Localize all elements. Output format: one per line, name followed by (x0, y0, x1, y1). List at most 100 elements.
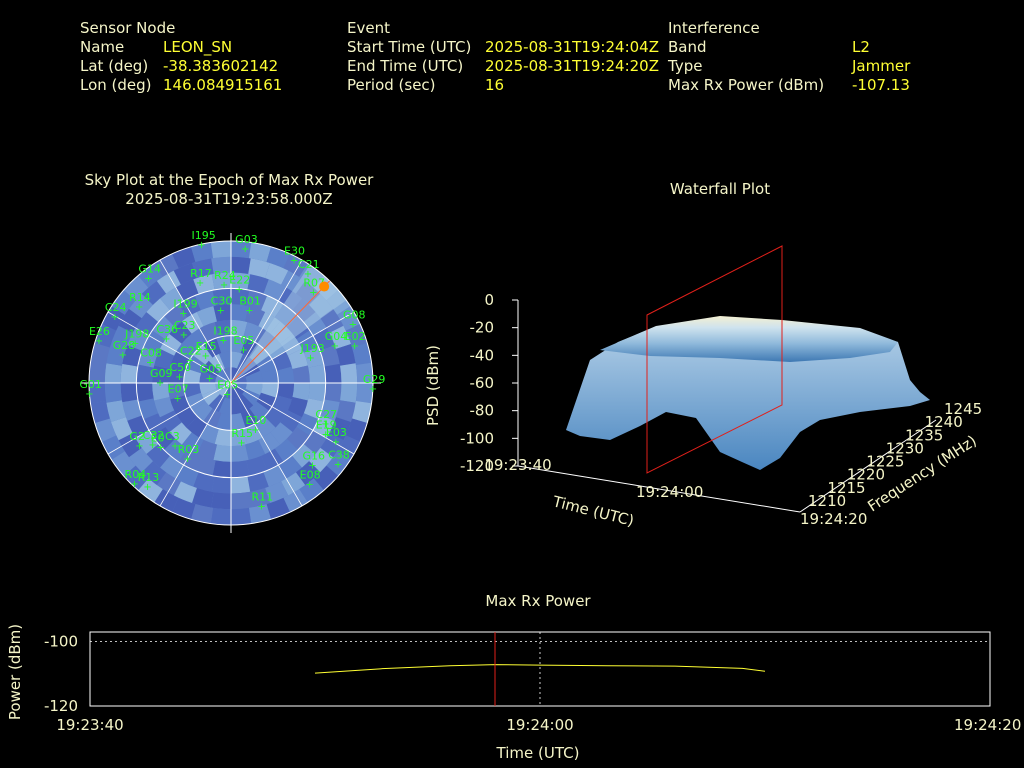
event-end-value: 2025-08-31T19:24:20Z (485, 57, 659, 75)
skyplot-cell (340, 383, 358, 403)
satellite-marker: + (131, 338, 139, 349)
skyplot-cell (286, 426, 310, 450)
skyplot-cell (122, 345, 143, 367)
skyplot-cell (127, 327, 150, 351)
skyplot-subtitle: 2025-08-31T19:23:58.000Z (125, 190, 333, 208)
skyplot-cell (152, 383, 170, 401)
skyplot-cell (156, 472, 181, 496)
skyplot-cell (336, 400, 356, 423)
waterfall-time-marker (646, 245, 783, 474)
satellite-label: E05 (217, 378, 238, 391)
sensor-name-value: LEON_SN (163, 38, 233, 56)
satellite-marker: + (219, 335, 227, 346)
skyplot-cell (181, 311, 204, 334)
skyplot-cell (266, 497, 290, 520)
skyplot-cell (199, 322, 219, 343)
skyplot-chart: +I195+G03+E30+G14+R17+R24+E22 +C21+R07+R1… (79, 229, 385, 533)
satellite-marker: + (119, 350, 127, 361)
sensor-name-label: Name (80, 38, 125, 56)
satellite-label: G2 (129, 430, 145, 443)
satellite-label: G14 (138, 262, 161, 275)
skyplot-cell (191, 258, 214, 278)
waterfall-xlabel: Time (UTC) (550, 492, 636, 530)
skyplot-cell (265, 262, 289, 285)
skyplot-cell (345, 418, 368, 442)
skyplot-cell (231, 460, 250, 478)
skyplot-cell (183, 368, 201, 383)
skyplot-cell (120, 363, 138, 383)
maxrx-y-tick-label: -100 (44, 633, 78, 651)
skyplot-cell (261, 383, 279, 398)
skyplot-cell (271, 351, 292, 371)
skyplot-cell (355, 362, 373, 383)
skyplot-cell (118, 433, 142, 458)
satellite-label: E30 (284, 244, 305, 257)
skyplot-cell (136, 383, 154, 402)
skyplot-cell (292, 383, 310, 401)
skyplot-cell (94, 418, 117, 442)
interference-power-label: Max Rx Power (dBm) (668, 76, 825, 94)
skyplot-cell (265, 481, 289, 504)
satellite-marker: + (201, 351, 209, 362)
satellite-label: G03 (235, 233, 258, 246)
skyplot-cell (128, 293, 153, 319)
satellite-marker: + (305, 480, 313, 491)
skyplot-cell (138, 263, 163, 288)
skyplot-cell (248, 488, 271, 508)
skyplot-jammer-marker (319, 281, 330, 292)
satellite-marker: + (309, 288, 317, 299)
skyplot-cell (89, 383, 107, 404)
skyplot-cell (320, 308, 344, 333)
satellite-label: G08 (343, 309, 366, 322)
skyplot-cell (243, 322, 263, 343)
skyplot-satellites: +I195+G03+E30+G14+R17+R24+E22 +C21+R07+R1… (79, 229, 385, 512)
satellite-marker: + (135, 302, 143, 313)
satellite-marker: + (180, 330, 188, 341)
skyplot-cell (122, 399, 143, 421)
skyplot-cell (312, 327, 335, 351)
skyplot-cell (280, 410, 303, 433)
satellite-marker: + (306, 353, 314, 364)
satellite-marker: + (235, 285, 243, 296)
skyplot-cell (326, 451, 351, 476)
skyplot-cell (127, 415, 150, 439)
satellite-marker: + (146, 357, 154, 368)
waterfall-time-tick-label: 19:23:40 (484, 456, 551, 474)
waterfall-marker-plane (646, 245, 783, 474)
event-title: Event (347, 19, 390, 37)
skyplot-cell (319, 399, 340, 421)
satellite-label: I195 (191, 229, 215, 242)
skyplot-cell (231, 476, 251, 494)
skyplot-cell (303, 398, 324, 420)
satellite-label: R04 (125, 468, 147, 481)
skyplot-cell (190, 504, 214, 524)
skyplot-cell (110, 417, 133, 441)
skyplot-cell (231, 351, 244, 369)
skyplot-cell (211, 256, 231, 274)
skyplot-cell (90, 400, 110, 424)
skyplot-cell (258, 311, 281, 334)
skyplot-cell (196, 439, 217, 460)
skyplot-cell (303, 346, 324, 368)
skyplot-cell (355, 383, 373, 404)
skyplot-cell (218, 397, 231, 415)
skyplot-cell (340, 363, 358, 383)
waterfall-time-axis (517, 465, 801, 513)
satellite-label: C23 (174, 319, 196, 332)
skyplot-cell (175, 464, 199, 487)
skyplot-cell (175, 279, 199, 302)
skyplot-cell (248, 242, 272, 262)
interference-band-value: L2 (852, 38, 870, 56)
skyplot-cell (231, 319, 248, 338)
skyplot-cell (283, 489, 308, 513)
satellite-marker: + (156, 378, 164, 389)
skyplot-cell (152, 426, 176, 450)
skyplot-cell (167, 366, 186, 383)
sensor-lon-label: Lon (deg) (80, 76, 152, 94)
skyplot-cell (263, 464, 287, 487)
skyplot-cell (138, 398, 159, 420)
skyplot-cell (199, 370, 217, 383)
